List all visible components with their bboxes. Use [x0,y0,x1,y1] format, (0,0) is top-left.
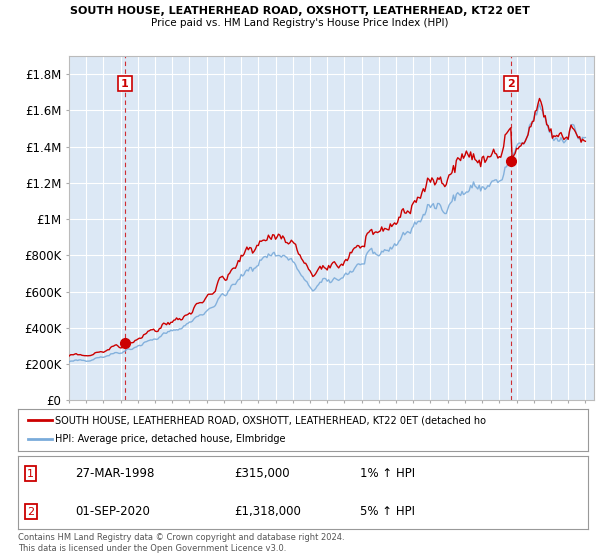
Text: 2: 2 [507,78,515,88]
Text: 2: 2 [27,507,34,517]
Text: 01-SEP-2020: 01-SEP-2020 [75,505,150,518]
Text: Contains HM Land Registry data © Crown copyright and database right 2024.
This d: Contains HM Land Registry data © Crown c… [18,533,344,553]
Text: 5% ↑ HPI: 5% ↑ HPI [360,505,415,518]
Text: Price paid vs. HM Land Registry's House Price Index (HPI): Price paid vs. HM Land Registry's House … [151,18,449,28]
Text: HPI: Average price, detached house, Elmbridge: HPI: Average price, detached house, Elmb… [55,435,286,445]
Text: 1% ↑ HPI: 1% ↑ HPI [360,468,415,480]
Text: 27-MAR-1998: 27-MAR-1998 [75,468,154,480]
Text: SOUTH HOUSE, LEATHERHEAD ROAD, OXSHOTT, LEATHERHEAD, KT22 0ET: SOUTH HOUSE, LEATHERHEAD ROAD, OXSHOTT, … [70,6,530,16]
Text: SOUTH HOUSE, LEATHERHEAD ROAD, OXSHOTT, LEATHERHEAD, KT22 0ET (detached ho: SOUTH HOUSE, LEATHERHEAD ROAD, OXSHOTT, … [55,415,486,425]
Text: £1,318,000: £1,318,000 [235,505,301,518]
Text: 1: 1 [27,469,34,479]
Text: 1: 1 [121,78,129,88]
Text: £315,000: £315,000 [235,468,290,480]
